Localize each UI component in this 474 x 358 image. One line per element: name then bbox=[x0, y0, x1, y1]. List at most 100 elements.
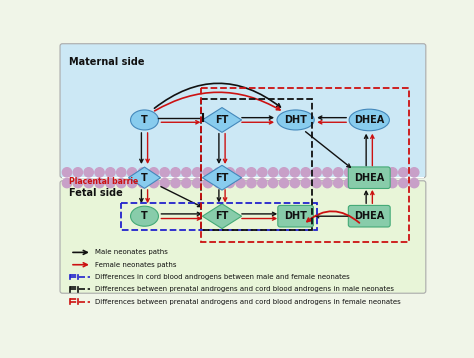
Circle shape bbox=[138, 179, 147, 188]
Circle shape bbox=[149, 179, 158, 188]
Text: FT: FT bbox=[215, 173, 228, 183]
Text: Placental barrie: Placental barrie bbox=[69, 177, 138, 186]
Text: DHEA: DHEA bbox=[354, 173, 384, 183]
Circle shape bbox=[225, 179, 235, 188]
FancyBboxPatch shape bbox=[60, 181, 426, 293]
Circle shape bbox=[366, 179, 375, 188]
Bar bbox=[121, 203, 317, 230]
Bar bbox=[201, 99, 312, 230]
Circle shape bbox=[106, 168, 115, 177]
Ellipse shape bbox=[349, 109, 390, 131]
Ellipse shape bbox=[277, 110, 314, 130]
Circle shape bbox=[377, 179, 386, 188]
Circle shape bbox=[268, 168, 278, 177]
Circle shape bbox=[323, 168, 332, 177]
Circle shape bbox=[410, 179, 419, 188]
Circle shape bbox=[203, 168, 213, 177]
Circle shape bbox=[106, 179, 115, 188]
FancyBboxPatch shape bbox=[348, 205, 390, 227]
Circle shape bbox=[356, 179, 365, 188]
Circle shape bbox=[236, 168, 245, 177]
Text: Fetal side: Fetal side bbox=[69, 188, 122, 198]
Circle shape bbox=[399, 179, 408, 188]
Text: T: T bbox=[141, 115, 148, 125]
Circle shape bbox=[203, 179, 213, 188]
Polygon shape bbox=[202, 165, 242, 190]
Circle shape bbox=[268, 179, 278, 188]
Circle shape bbox=[279, 179, 289, 188]
Circle shape bbox=[258, 179, 267, 188]
Circle shape bbox=[356, 168, 365, 177]
Circle shape bbox=[182, 179, 191, 188]
Circle shape bbox=[192, 179, 202, 188]
Circle shape bbox=[128, 168, 137, 177]
Circle shape bbox=[345, 168, 354, 177]
Text: DHT: DHT bbox=[284, 115, 307, 125]
Bar bbox=[201, 88, 409, 242]
Circle shape bbox=[312, 179, 321, 188]
Circle shape bbox=[160, 168, 169, 177]
FancyBboxPatch shape bbox=[348, 167, 390, 189]
Text: Male neonates paths: Male neonates paths bbox=[95, 250, 168, 255]
Circle shape bbox=[410, 168, 419, 177]
Circle shape bbox=[160, 179, 169, 188]
Circle shape bbox=[73, 168, 82, 177]
Polygon shape bbox=[202, 204, 242, 229]
Circle shape bbox=[63, 179, 72, 188]
Text: DHEA: DHEA bbox=[354, 211, 384, 221]
Circle shape bbox=[334, 179, 343, 188]
Circle shape bbox=[399, 168, 408, 177]
Circle shape bbox=[95, 179, 104, 188]
FancyBboxPatch shape bbox=[60, 44, 426, 178]
Circle shape bbox=[345, 179, 354, 188]
Circle shape bbox=[377, 168, 386, 177]
Bar bbox=[63, 177, 423, 179]
Circle shape bbox=[84, 179, 93, 188]
Circle shape bbox=[149, 168, 158, 177]
Circle shape bbox=[366, 168, 375, 177]
Text: Maternal side: Maternal side bbox=[69, 57, 144, 67]
Text: FT: FT bbox=[215, 115, 228, 125]
FancyBboxPatch shape bbox=[278, 205, 313, 227]
Circle shape bbox=[171, 179, 180, 188]
Circle shape bbox=[388, 168, 397, 177]
Text: DHT: DHT bbox=[284, 211, 307, 221]
Ellipse shape bbox=[130, 206, 158, 226]
Circle shape bbox=[214, 179, 224, 188]
Circle shape bbox=[301, 179, 310, 188]
Polygon shape bbox=[128, 167, 161, 188]
Text: T: T bbox=[141, 211, 148, 221]
Circle shape bbox=[182, 168, 191, 177]
Circle shape bbox=[73, 179, 82, 188]
Text: Differences between prenatal androgens and cord blood androgens in female neonat: Differences between prenatal androgens a… bbox=[95, 299, 401, 305]
Circle shape bbox=[225, 168, 235, 177]
Circle shape bbox=[323, 179, 332, 188]
Text: Female neonates paths: Female neonates paths bbox=[95, 262, 176, 268]
Circle shape bbox=[95, 168, 104, 177]
Circle shape bbox=[117, 179, 126, 188]
Circle shape bbox=[388, 179, 397, 188]
Circle shape bbox=[138, 168, 147, 177]
Circle shape bbox=[279, 168, 289, 177]
Text: DHEA: DHEA bbox=[354, 115, 384, 125]
Circle shape bbox=[247, 168, 256, 177]
Text: Differences in cord blood androgens between male and female neonates: Differences in cord blood androgens betw… bbox=[95, 274, 350, 280]
Circle shape bbox=[258, 168, 267, 177]
Circle shape bbox=[128, 179, 137, 188]
Circle shape bbox=[290, 179, 300, 188]
Circle shape bbox=[63, 168, 72, 177]
Circle shape bbox=[236, 179, 245, 188]
Text: Differences between prenatal androgens and cord blood androgens in male neonates: Differences between prenatal androgens a… bbox=[95, 286, 394, 292]
Circle shape bbox=[192, 168, 202, 177]
Polygon shape bbox=[202, 107, 242, 132]
Circle shape bbox=[334, 168, 343, 177]
Text: FT: FT bbox=[215, 211, 228, 221]
Circle shape bbox=[117, 168, 126, 177]
Circle shape bbox=[312, 168, 321, 177]
Circle shape bbox=[171, 168, 180, 177]
Text: T: T bbox=[141, 173, 148, 183]
Circle shape bbox=[214, 168, 224, 177]
Circle shape bbox=[301, 168, 310, 177]
Circle shape bbox=[84, 168, 93, 177]
Ellipse shape bbox=[130, 110, 158, 130]
